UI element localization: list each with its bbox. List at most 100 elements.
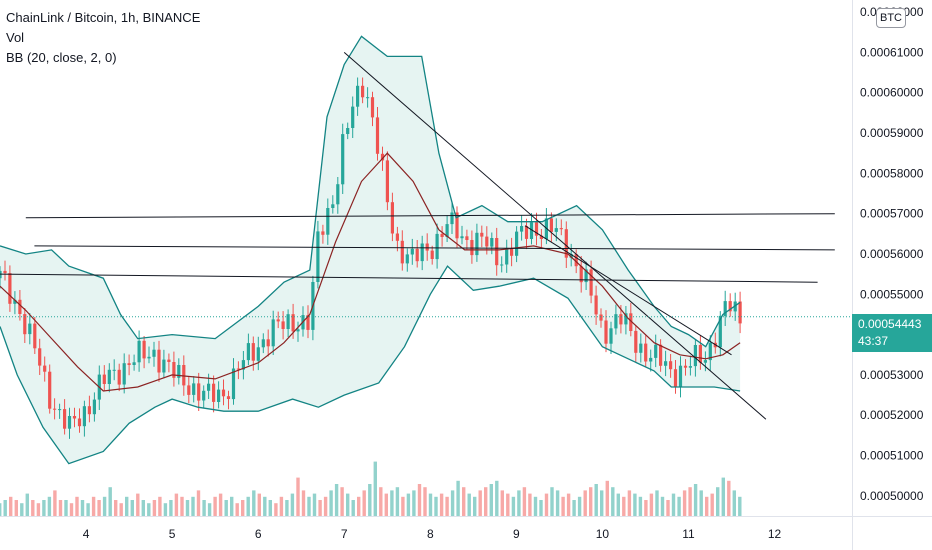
candle-body [112,369,116,371]
candle-body [3,270,7,274]
volume-bar [434,496,438,516]
candle-body [664,361,668,366]
volume-bar [246,496,250,516]
volume-bar [141,500,145,516]
candle-body [614,314,618,329]
volume-bar [362,490,366,516]
volume-bar [252,490,256,516]
volume-bar [191,496,195,516]
volume-bar [572,500,576,516]
price-tick-label: 0.00059000 [860,126,924,140]
candle-body [515,231,519,256]
bollinger-indicator-label[interactable]: BB (20, close, 2, 0) [6,50,117,65]
candle-body [390,202,394,234]
volume-bar [710,493,714,516]
price-tick-label: 0.00051000 [860,449,924,463]
candle-body [23,314,27,335]
candle-body [356,85,360,107]
volume-indicator-label[interactable]: Vol [6,30,25,45]
volume-bar [462,487,466,516]
trendline [343,52,767,420]
volume-bar [649,493,654,516]
volume-bar [9,496,13,516]
volume-bar [688,487,692,516]
volume-bar [202,500,206,516]
candle-body [291,314,295,332]
candle-body [212,383,216,402]
candle-body [306,315,310,330]
volume-bar [274,503,278,516]
candle-body [639,343,643,353]
volume-bar [169,500,173,516]
time-tick-label: 4 [83,527,90,541]
volume-bar [738,496,742,516]
candle-body [336,184,340,205]
trendline [34,245,835,251]
candle-body [669,361,673,370]
candle-body [92,399,96,415]
volume-bar [473,496,477,516]
volume-bar [53,490,57,516]
volume-bar [296,477,300,516]
candle-body [67,416,72,429]
volume-bar [119,503,123,516]
volume-bar [235,503,239,516]
candle-body [38,348,42,366]
volume-bar [693,484,698,516]
volume-bar [682,490,687,516]
candle-body [564,229,568,258]
volume-bar [42,500,46,516]
volume-bar [445,496,449,516]
candle-body [137,340,141,363]
volume-bar [31,500,35,516]
volume-bar [152,500,157,516]
candle-body [326,208,330,235]
volume-bar [196,490,201,516]
volume-bar [539,500,543,516]
trendline [25,213,835,219]
volume-bar [25,493,29,516]
candle-body [465,236,469,240]
candle-body [554,228,558,232]
volume-bar [185,500,190,516]
candle-body [574,254,578,267]
symbol-title[interactable]: ChainLink / Bitcoin, 1h, BINANCE [6,10,201,25]
volume-bar [528,493,532,516]
candle-body [609,328,613,344]
volume-bar [218,493,223,516]
candle-body [127,363,131,365]
currency-button[interactable]: BTC [876,8,906,28]
volume-bar [655,490,659,516]
candle-body [251,343,255,361]
candle-body [440,233,444,237]
candle-body [107,369,111,384]
candle-body [688,366,692,368]
candle-body [28,323,32,335]
candle-body [246,343,250,361]
volume-bar [517,490,521,516]
volume-bar [633,493,637,516]
volume-bar [224,500,228,516]
candle-body [480,232,484,237]
time-tick-label: 7 [341,527,348,541]
volume-bar [511,496,516,516]
candle-body [172,362,176,378]
volume-bar [136,493,140,516]
volume-bar [80,500,85,516]
candle-body [157,349,161,373]
price-tick-label: 0.00058000 [860,166,924,180]
bollinger-basis-line [0,152,741,392]
volume-bar [671,493,676,516]
candle-body [361,85,365,98]
candle-body [132,362,136,365]
candle-body [281,321,285,329]
candle-body [520,226,524,232]
candle-body [500,264,504,266]
volume-bar [478,490,482,516]
price-tick-label: 0.00050000 [860,489,924,503]
candle-body [654,344,658,358]
candle-body [33,323,37,349]
volume-bar [412,490,416,516]
volume-bar [346,493,350,516]
